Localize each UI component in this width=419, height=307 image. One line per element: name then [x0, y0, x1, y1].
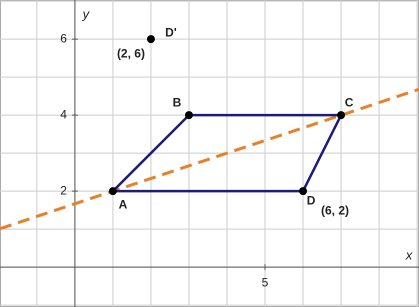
- point: [184, 111, 193, 120]
- x-tick-label: 5: [262, 275, 269, 289]
- dashed-line: [0, 87, 419, 231]
- y-tick-label: 4: [60, 107, 67, 121]
- y-axis-label: y: [82, 6, 91, 21]
- point-label: A: [119, 197, 128, 211]
- point-label: D: [307, 193, 316, 207]
- point-coordinates: (6, 2): [321, 203, 349, 217]
- point-label: D': [165, 25, 177, 39]
- x-axis-label: x: [405, 248, 413, 263]
- point: [337, 111, 346, 120]
- y-tick-label: 2: [60, 183, 67, 197]
- y-tick-label: 6: [60, 31, 67, 45]
- point: [299, 187, 308, 196]
- marks: A B C D (6, 2) D' (2, 6): [0, 25, 419, 231]
- point: [146, 35, 155, 44]
- point-coordinates: (2, 6): [117, 46, 145, 60]
- point-label: B: [173, 95, 182, 109]
- point: [108, 187, 117, 196]
- point-label: C: [345, 95, 354, 109]
